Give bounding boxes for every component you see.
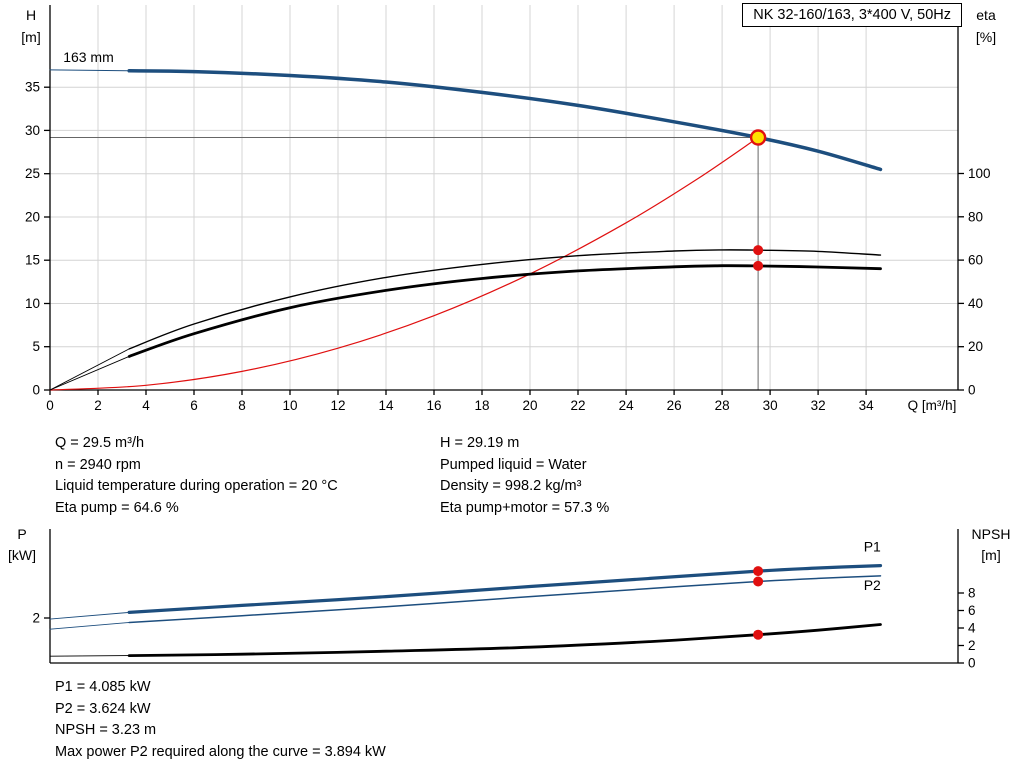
info-eta-pump-motor: Eta pump+motor = 57.3 % bbox=[440, 499, 610, 516]
info-p2: P2 = 3.624 kW bbox=[55, 700, 151, 717]
right-tick-label: 8 bbox=[968, 586, 976, 601]
x-tick-label: 28 bbox=[715, 398, 730, 413]
head-curve bbox=[127, 69, 883, 172]
p2-curve bbox=[128, 575, 882, 624]
p1-curve bbox=[127, 564, 883, 614]
npsh-curve-ext bbox=[49, 655, 130, 657]
right-axis-unit: [%] bbox=[976, 29, 996, 45]
x-axis-unit-label: Q [m³/h] bbox=[908, 398, 957, 413]
left-tick-label: 20 bbox=[25, 210, 40, 225]
x-tick-label: 32 bbox=[811, 398, 826, 413]
x-tick-label: 26 bbox=[667, 398, 682, 413]
x-tick-label: 22 bbox=[570, 398, 585, 413]
operating-data-block: Q = 29.5 m³/h n = 2940 rpm Liquid temper… bbox=[55, 433, 1024, 519]
x-tick-label: 0 bbox=[46, 398, 54, 413]
p2-curve-ext bbox=[49, 622, 130, 630]
npsh-curve bbox=[127, 623, 882, 657]
right-tick-label: 80 bbox=[968, 209, 983, 224]
p1-curve-ext bbox=[49, 611, 130, 620]
left-tick-label: 30 bbox=[25, 123, 40, 138]
info-head: H = 29.19 m bbox=[440, 435, 520, 451]
duty-point bbox=[749, 129, 767, 146]
operating-data-right-column: H = 29.19 m Pumped liquid = Water Densit… bbox=[440, 433, 609, 519]
left-tick-label: 2 bbox=[32, 611, 40, 626]
eta-pump-motor-curve-ext bbox=[49, 355, 130, 391]
right-axis-unit: [m] bbox=[981, 547, 1000, 563]
info-max-power: Max power P2 required along the curve = … bbox=[55, 743, 386, 760]
eta-pump-point bbox=[753, 245, 764, 256]
p2-point bbox=[753, 576, 764, 587]
right-tick-label: 40 bbox=[968, 296, 983, 311]
info-eta-pump: Eta pump = 64.6 % bbox=[55, 499, 179, 516]
x-tick-label: 34 bbox=[859, 398, 875, 413]
impeller-size-label: 163 mm bbox=[63, 49, 114, 65]
left-tick-label: 15 bbox=[25, 253, 40, 268]
x-tick-label: 20 bbox=[522, 398, 537, 413]
x-tick-label: 16 bbox=[426, 398, 441, 413]
x-tick-label: 2 bbox=[94, 398, 102, 413]
x-tick-label: 8 bbox=[238, 398, 246, 413]
x-tick-label: 18 bbox=[474, 398, 489, 413]
left-axis-unit: [m] bbox=[21, 29, 40, 45]
right-tick-label: 60 bbox=[968, 253, 983, 268]
right-tick-label: 6 bbox=[968, 603, 976, 618]
x-tick-label: 24 bbox=[619, 398, 635, 413]
x-tick-label: 14 bbox=[378, 398, 394, 413]
right-tick-label: 0 bbox=[968, 656, 976, 670]
right-tick-label: 100 bbox=[968, 166, 991, 181]
right-axis-name: NPSH bbox=[972, 526, 1011, 542]
p2-curve-label: P2 bbox=[864, 577, 881, 593]
left-tick-label: 5 bbox=[32, 339, 40, 354]
right-tick-label: 2 bbox=[968, 638, 976, 653]
p1-curve-label: P1 bbox=[864, 539, 881, 555]
info-flow: Q = 29.5 m³/h bbox=[55, 435, 145, 451]
info-p1: P1 = 4.085 kW bbox=[55, 679, 151, 695]
right-tick-label: 20 bbox=[968, 339, 983, 354]
x-tick-label: 30 bbox=[763, 398, 778, 413]
right-tick-label: 4 bbox=[968, 621, 976, 636]
right-tick-label: 0 bbox=[968, 383, 976, 398]
p1-point bbox=[753, 566, 764, 577]
eta-pump-motor-point bbox=[753, 260, 764, 271]
left-tick-label: 35 bbox=[25, 80, 40, 95]
left-tick-label: 0 bbox=[32, 383, 40, 398]
x-tick-label: 12 bbox=[330, 398, 345, 413]
power-npsh-data-block: P1 = 4.085 kW P2 = 3.624 kW NPSH = 3.23 … bbox=[55, 677, 1024, 763]
info-npsh: NPSH = 3.23 m bbox=[55, 722, 157, 738]
left-tick-label: 10 bbox=[25, 296, 40, 311]
info-density: Density = 998.2 kg/m³ bbox=[440, 478, 582, 494]
right-axis-name: eta bbox=[976, 7, 996, 23]
left-axis-unit: [kW] bbox=[8, 547, 36, 563]
eta-pump-curve-ext bbox=[49, 348, 130, 391]
pump-model-title-box: NK 32-160/163, 3*400 V, 50Hz bbox=[742, 3, 962, 27]
info-pumped-liquid: Pumped liquid = Water bbox=[440, 456, 587, 473]
system-curve bbox=[49, 136, 759, 391]
left-axis-name: H bbox=[26, 7, 36, 23]
x-tick-label: 6 bbox=[190, 398, 198, 413]
npsh-point bbox=[753, 629, 764, 640]
info-liquid-temperature: Liquid temperature during operation = 20… bbox=[55, 478, 338, 494]
x-tick-label: 4 bbox=[142, 398, 150, 413]
left-axis-name: P bbox=[17, 526, 26, 542]
left-tick-label: 25 bbox=[25, 166, 40, 181]
operating-data-left-column: Q = 29.5 m³/h n = 2940 rpm Liquid temper… bbox=[55, 433, 440, 519]
head-curve-ext bbox=[49, 69, 130, 72]
info-speed: n = 2940 rpm bbox=[55, 456, 141, 473]
power-npsh-chart: 2 0 2 4 6 8 P [kW] NPSH [m] P1 P2 bbox=[8, 526, 1011, 670]
x-tick-label: 10 bbox=[282, 398, 297, 413]
